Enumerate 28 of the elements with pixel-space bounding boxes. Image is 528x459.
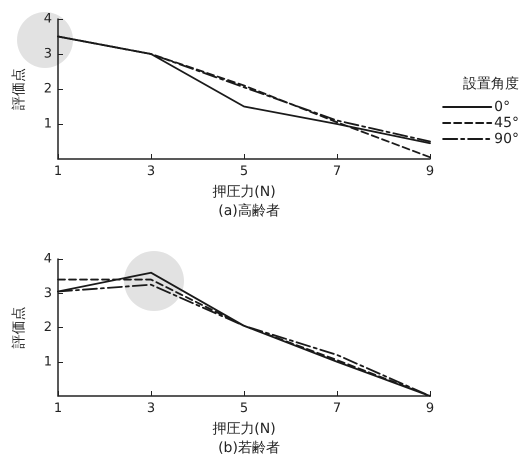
legend-label: 0°: [494, 99, 510, 115]
x-axis-title: 押圧力(N): [212, 421, 276, 437]
x-tick-label: 7: [332, 401, 342, 416]
legend-label: 90°: [494, 131, 520, 147]
x-tick-label: 5: [240, 401, 248, 416]
y-tick-label: 3: [44, 46, 52, 62]
legend-title: 設置角度: [463, 76, 519, 92]
x-tick-label: 3: [146, 164, 156, 179]
y-axis-title: 評価点: [11, 306, 27, 348]
y-tick-label: 4: [44, 12, 52, 26]
x-axis-title: 押圧力(N): [212, 184, 276, 200]
x-tick-label: 7: [332, 164, 342, 179]
y-tick-label: 2: [44, 82, 52, 96]
text: (b)若齢者: [218, 440, 280, 456]
y-tick-label: 4: [44, 252, 52, 266]
text: (a)高齢者: [218, 203, 280, 219]
y-axis-title: 評価点: [11, 68, 27, 110]
y-tick-label: 1: [44, 354, 52, 370]
y-tick-label: 3: [44, 286, 52, 301]
legend-label: 45°: [494, 115, 520, 131]
y-tick-label: 2: [44, 320, 52, 335]
x-tick-label: 9: [426, 401, 434, 416]
x-tick-label: 9: [426, 164, 434, 179]
x-tick-label: 1: [54, 164, 62, 179]
y-tick-label: 1: [44, 116, 52, 132]
x-tick-label: 3: [146, 401, 156, 416]
x-tick-label: 5: [240, 164, 248, 179]
x-tick-label: 1: [54, 401, 62, 416]
